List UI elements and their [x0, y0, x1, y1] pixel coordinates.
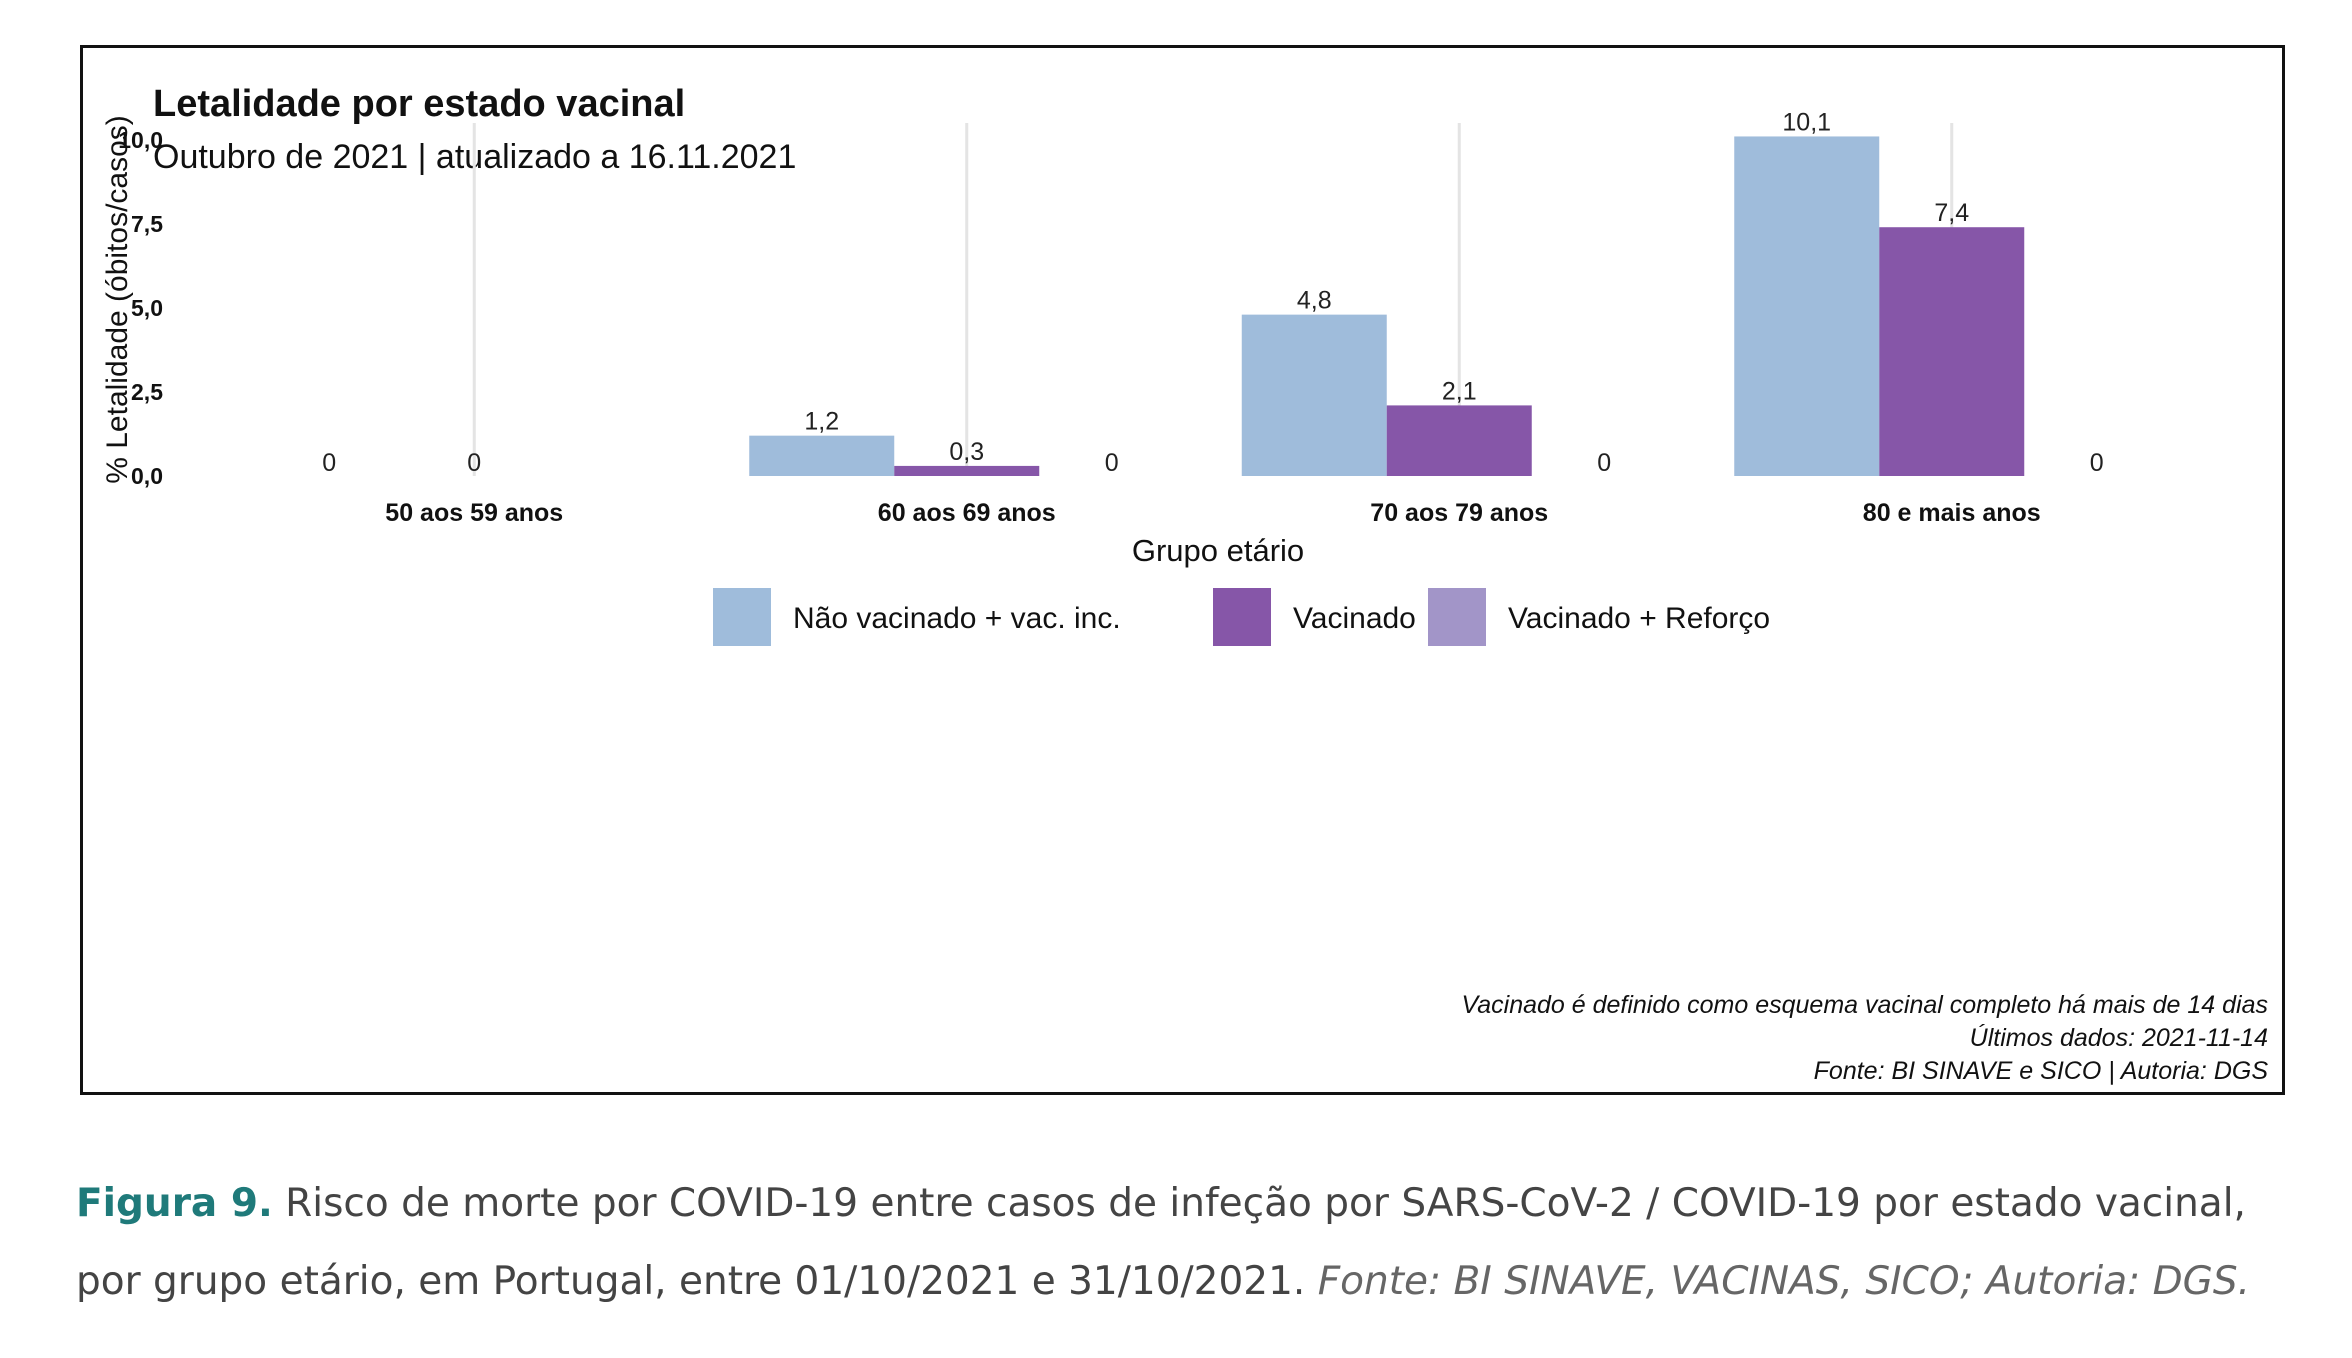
bar-value-label: 0,3 [949, 438, 984, 466]
chart-note: Vacinado é definido como esquema vacinal… [1461, 991, 2268, 1019]
y-tick-label: 10,0 [118, 127, 163, 153]
bar-value-label: 0 [467, 449, 481, 477]
legend-swatch [1213, 588, 1271, 646]
x-tick-label: 60 aos 69 anos [878, 499, 1056, 527]
x-tick-label: 50 aos 59 anos [385, 499, 563, 527]
bar [1386, 405, 1532, 476]
bar [1879, 227, 2025, 476]
legend-swatch [713, 588, 771, 646]
chart-frame: Letalidade por estado vacinal Outubro de … [80, 45, 2285, 1095]
chart-title: Letalidade por estado vacinal [153, 83, 685, 125]
y-tick-label: 7,5 [131, 211, 163, 237]
chart-note: Fonte: BI SINAVE e SICO | Autoria: DGS [1814, 1057, 2269, 1085]
caption-text: Risco de morte por COVID-19 entre casos … [76, 1181, 2246, 1304]
legend-label: Vacinado + Reforço [1508, 602, 1770, 635]
bar [1734, 136, 1880, 476]
legend-label: Não vacinado + vac. inc. [793, 602, 1121, 635]
y-tick-label: 0,0 [131, 463, 163, 489]
caption-label: Figura 9. [76, 1181, 273, 1226]
y-axis-label: % Letalidade (óbitos/casos) [101, 115, 134, 484]
legend-swatch [1428, 588, 1486, 646]
figure-caption: Figura 9. Risco de morte por COVID-19 en… [76, 1165, 2306, 1321]
bar-value-label: 7,4 [1934, 199, 1969, 227]
bar-value-label: 2,1 [1442, 377, 1477, 405]
legend-label: Vacinado [1293, 602, 1416, 635]
bar-value-label: 4,8 [1297, 287, 1332, 315]
caption-source: Fonte: BI SINAVE, VACINAS, SICO; Autoria… [1305, 1259, 2251, 1304]
zero-label: 0 [2090, 449, 2104, 477]
zero-label: 0 [1105, 449, 1119, 477]
x-tick-label: 80 e mais anos [1863, 499, 2041, 527]
x-tick-label: 70 aos 79 anos [1370, 499, 1548, 527]
y-tick-label: 2,5 [131, 379, 163, 405]
bar [1241, 314, 1387, 476]
x-axis-label: Grupo etário [1132, 533, 1304, 568]
bar [749, 435, 895, 476]
bar-value-label: 10,1 [1782, 108, 1831, 136]
y-tick-label: 5,0 [131, 295, 163, 321]
bar-value-label: 0 [322, 449, 336, 477]
chart-note: Últimos dados: 2021-11-14 [1970, 1023, 2268, 1052]
bar-value-label: 1,2 [804, 408, 839, 436]
bar [894, 465, 1040, 476]
zero-label: 0 [1597, 449, 1611, 477]
